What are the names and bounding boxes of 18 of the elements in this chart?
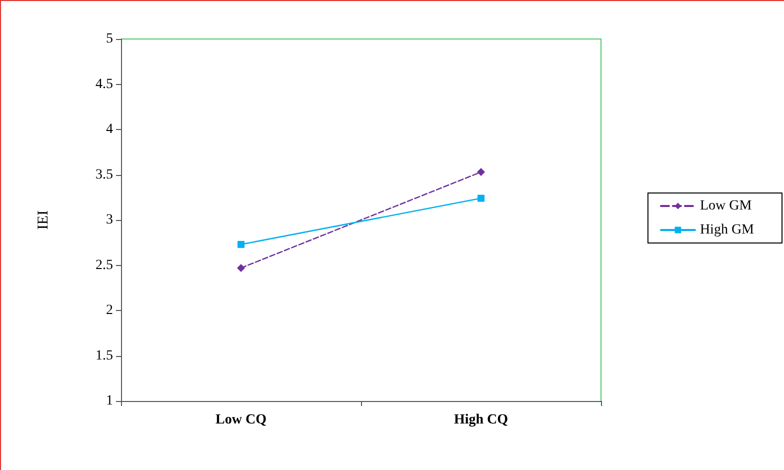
y-tick-label: 3.5 [96, 167, 113, 182]
x-tick-label: Low CQ [216, 412, 267, 428]
point [478, 194, 484, 202]
x-tick-label: High CQ [454, 412, 508, 428]
legend-label: High GM [700, 222, 755, 238]
y-tick-label: 2.5 [96, 258, 113, 273]
y-tick-label: 4 [106, 122, 113, 137]
y-tick-label: 1.5 [96, 348, 113, 364]
y-tick-label: 1 [106, 394, 113, 408]
y-tick-label: 3 [106, 212, 113, 228]
point [238, 240, 244, 248]
legend-label: Low GM [700, 198, 752, 214]
y-axis-title: IEI [36, 210, 52, 230]
y-tick-label: 4.5 [96, 76, 113, 92]
y-tick-label: 2 [106, 303, 113, 318]
point [237, 264, 245, 272]
point [477, 168, 485, 176]
y-tick-label: 5 [106, 32, 113, 46]
